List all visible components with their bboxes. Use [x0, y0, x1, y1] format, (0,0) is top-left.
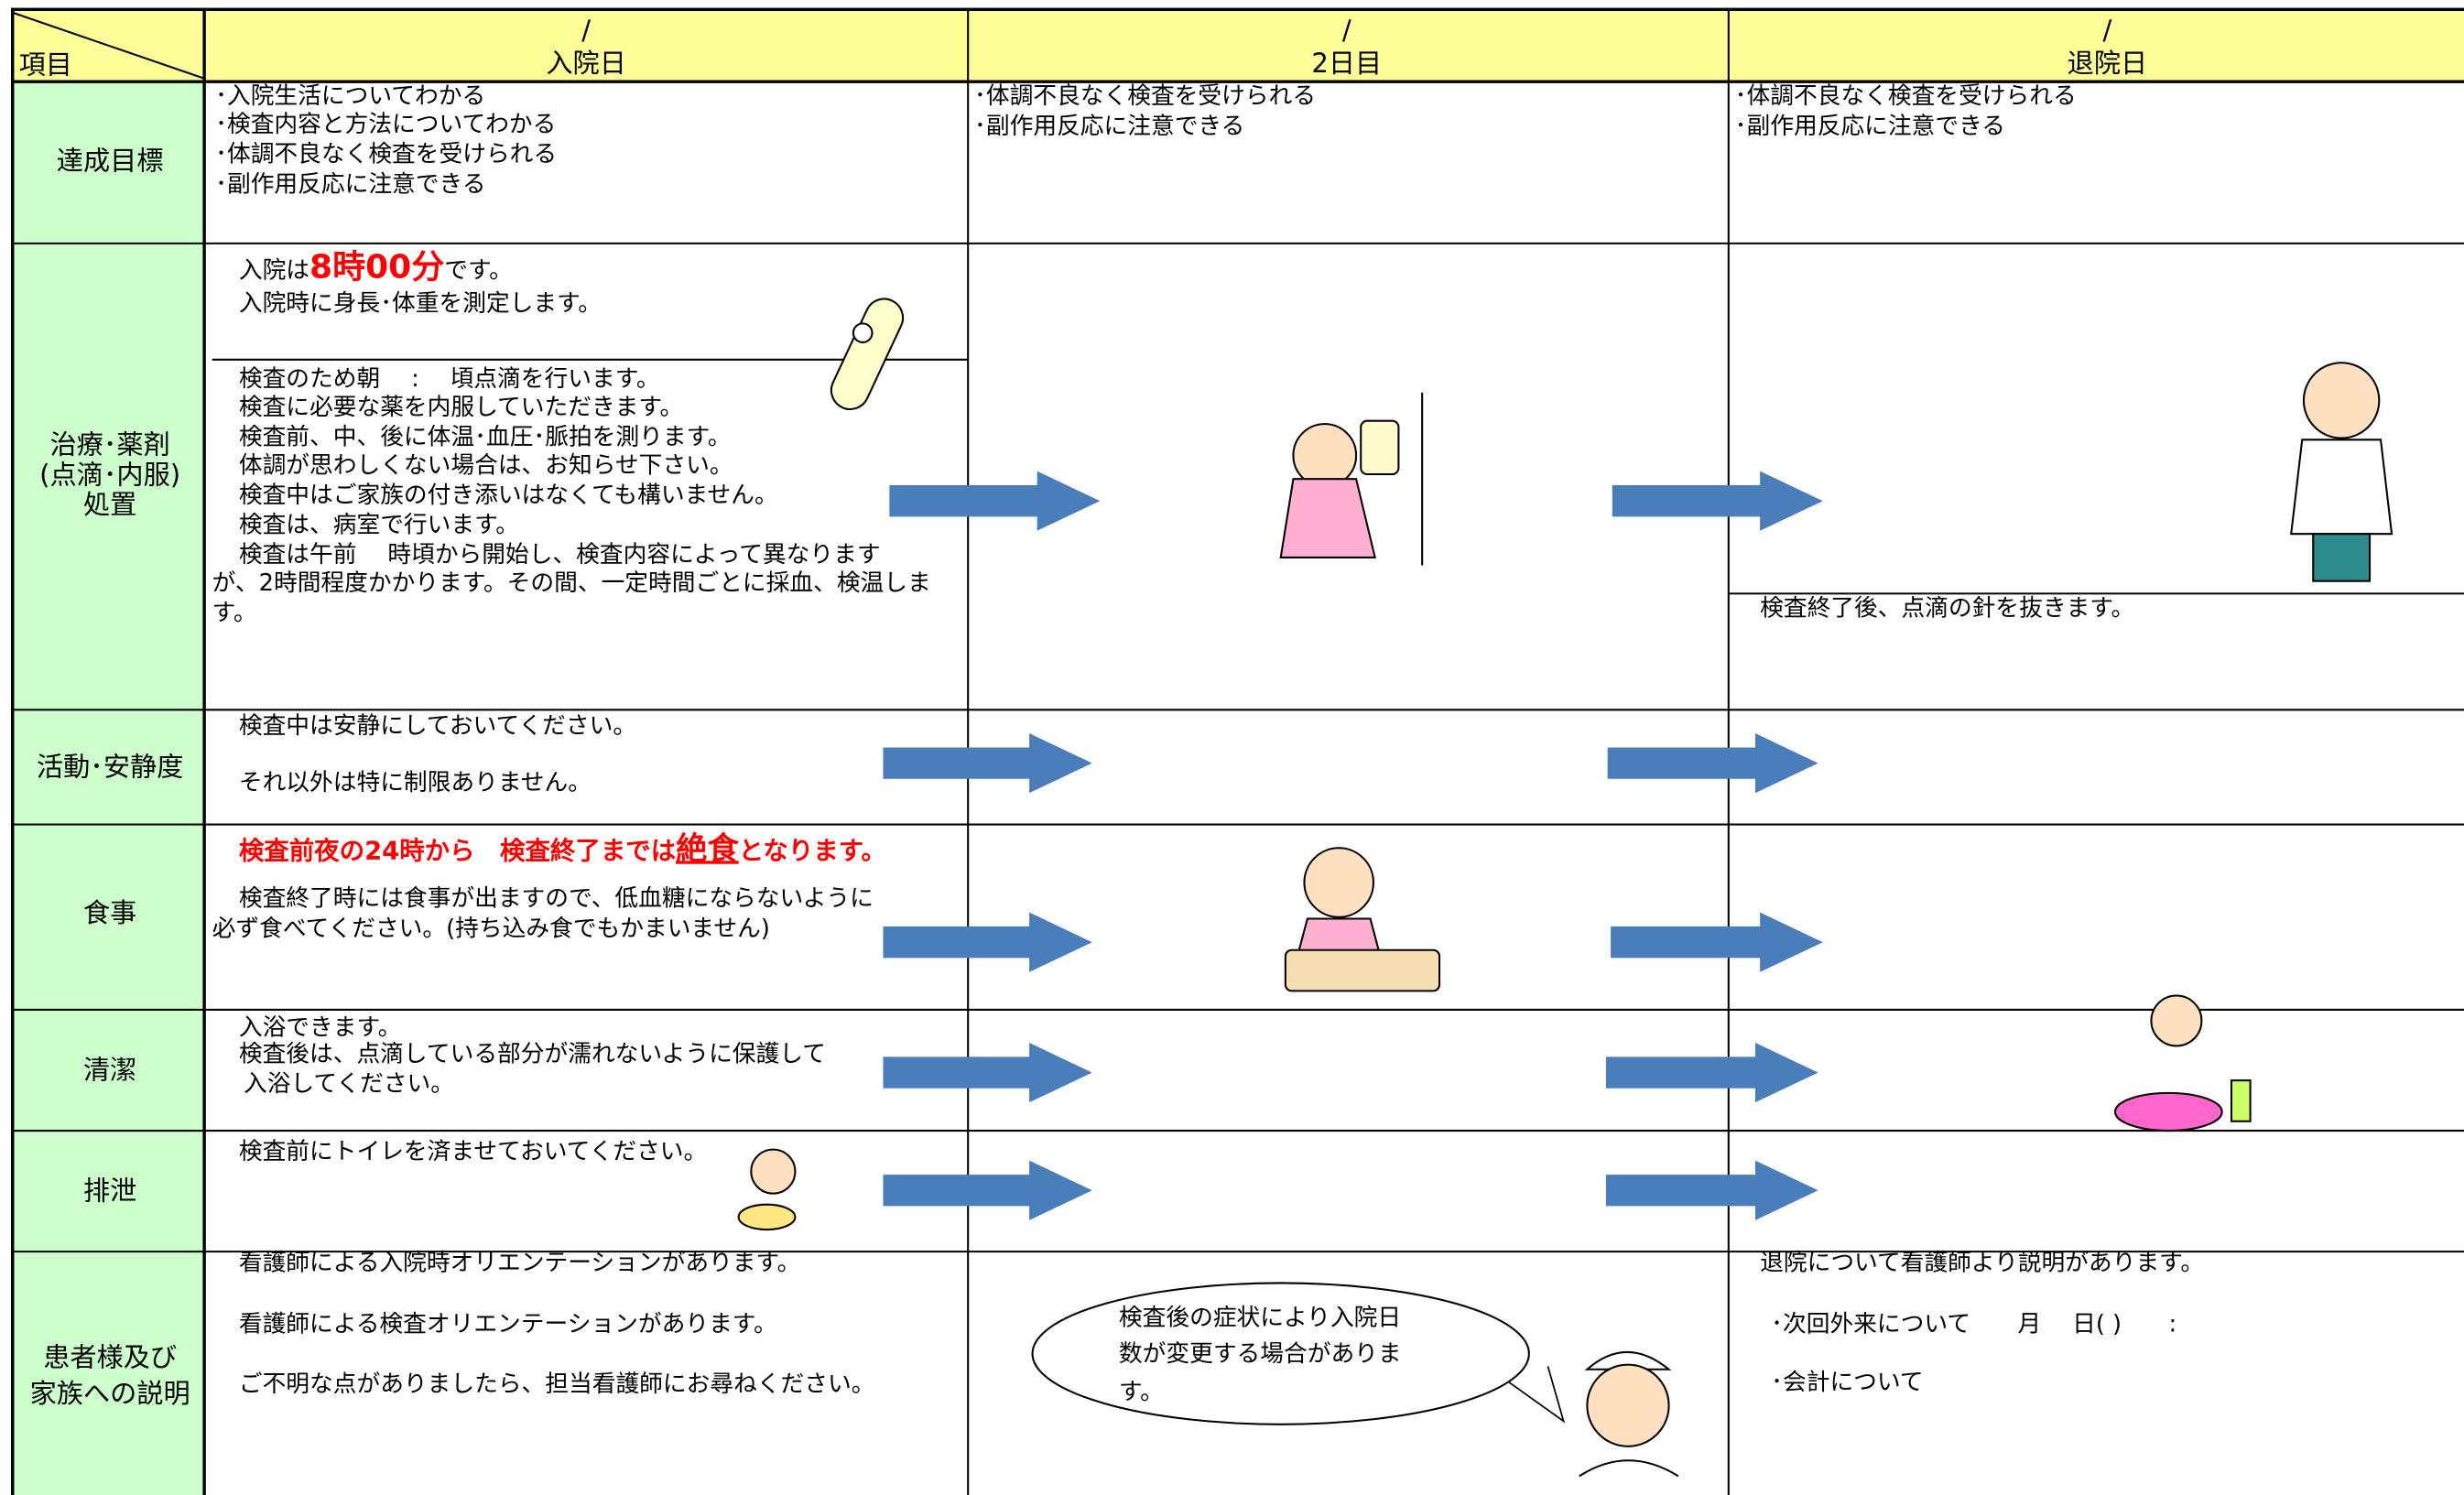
cell-text: ･入院生活についてわかる: [215, 82, 485, 110]
child-toilet-illustration: [737, 1148, 797, 1231]
cell-text: ･次回外来について 月 日( ) :: [1771, 1311, 2176, 1338]
cell-text: ･体調不良なく検査を受けられる: [974, 82, 1316, 110]
cell-text: 検査は、病室で行います。: [239, 512, 519, 539]
cell-text: 必ず食べてください。(持ち込み食でもかまいません): [212, 915, 770, 942]
cell-text: 検査前にトイレを済ませておいてください。: [239, 1138, 707, 1165]
column-date: /: [1342, 15, 1351, 46]
cell-text: 入院は8時00分です。: [239, 249, 513, 287]
texts: 項目/入院日/2日目/退院日達成目標治療･薬剤(点滴･内服)処置活動･安静度食事…: [19, 15, 2204, 1409]
cell-text: ･体調不良なく検査を受けられる: [215, 141, 557, 168]
row-label: 家族への説明: [30, 1378, 190, 1409]
cell-text: 数が変更する場合がありま: [1119, 1340, 1402, 1368]
row-label: 食事: [83, 897, 136, 928]
cell-text: ･体調不良なく検査を受けられる: [1735, 82, 2077, 110]
arrows: [883, 471, 1823, 1220]
cell-text: 検査後の症状により入院日: [1119, 1305, 1401, 1332]
cell-text: 検査のため朝 : 頃点滴を行います。: [239, 365, 660, 393]
cell-text: 検査中はご家族の付き添いはなくても構いません。: [239, 482, 778, 509]
flow-arrow: [1605, 1160, 1818, 1220]
row-label: 活動･安静度: [37, 751, 183, 782]
bubble-tail: [1508, 1366, 1566, 1424]
nurse-face-illustration: [1579, 1351, 1679, 1478]
cell-text: 検査前、中、後に体温･血圧･脈拍を測ります。: [239, 423, 732, 450]
doctor-illustration: [2290, 362, 2393, 582]
row-label: 処置: [83, 489, 136, 520]
speech-bubble: [1031, 1282, 1530, 1425]
cell-text: ご不明な点がありましたら、担当看護師にお尋ねください。: [239, 1370, 875, 1398]
cell-text: 検査終了時には食事が出ますので、低血糖にならないように: [239, 885, 874, 913]
cell-text: ･検査内容と方法についてわかる: [215, 111, 556, 138]
header-background: [12, 9, 2464, 82]
cell-text: 看護師による検査オリエンテーションがあります。: [239, 1311, 777, 1338]
cell-text: ･副作用反応に注意できる: [1735, 113, 2005, 140]
cell-text: 体調が思わしくない場合は、お知らせ下さい。: [239, 451, 733, 479]
text-segment: 絶食: [676, 830, 739, 867]
cell-text: 検査後は、点滴している部分が濡れないように保護して: [239, 1041, 826, 1068]
column-label: 入院日: [546, 48, 625, 79]
cell-text: ･副作用反応に注意できる: [974, 113, 1244, 140]
flow-arrow: [1612, 471, 1823, 531]
text-segment: 入院は: [239, 257, 309, 285]
cell-text: 入浴できます。: [239, 1013, 402, 1041]
cell-text: 検査中は安静にしておいてください。: [239, 712, 636, 740]
text-segment: 検査前夜の24時から 検査終了までは: [239, 836, 676, 865]
flow-arrow: [883, 912, 1092, 972]
row-label: 患者様及び: [43, 1341, 177, 1372]
cell-text: 入浴してください。: [244, 1070, 454, 1098]
thermometer-illustration: [830, 298, 905, 410]
nurse-with-tray-illustration: [1284, 847, 1441, 992]
row-label: (点滴･内服): [39, 459, 180, 490]
cell-text: ･副作用反応に注意できる: [215, 170, 485, 198]
cell-text: が、2時間程度かかります。その間、一定時間ごとに採血、検温しま: [212, 569, 931, 597]
flow-arrow: [883, 1160, 1092, 1220]
flow-arrow: [1607, 733, 1818, 794]
cell-text: ･会計について: [1771, 1369, 1923, 1396]
cell-text: 検査前夜の24時から 検査終了までは絶食となります。: [239, 830, 886, 867]
cell-text: それ以外は特に制限ありません。: [239, 769, 592, 796]
row-label: 達成目標: [57, 145, 164, 176]
text-segment: 8時00分: [309, 249, 444, 287]
cell-text: す。: [212, 600, 257, 627]
bathing-child-illustration: [2113, 994, 2252, 1132]
cell-text: 検査に必要な薬を内服していただきます。: [239, 394, 683, 421]
flow-arrow: [1605, 1042, 1818, 1103]
column-date: /: [2103, 15, 2112, 46]
column-label: 退院日: [2068, 48, 2147, 79]
label-column-background: [12, 81, 205, 1495]
cell-text: す。: [1119, 1378, 1164, 1405]
row-label: 排泄: [83, 1175, 136, 1207]
cell-text: 退院について看護師より説明があります。: [1760, 1250, 2204, 1277]
text-segment: です。: [444, 257, 513, 285]
cell-text: 看護師による入院時オリエンテーションがあります。: [239, 1250, 801, 1277]
cell-text: 検査終了後、点滴の針を抜きます。: [1760, 594, 2134, 622]
column-date: /: [581, 15, 591, 46]
row-label: 治療･薬剤: [50, 429, 170, 460]
column-label: 2日目: [1311, 48, 1382, 79]
item-label: 項目: [19, 49, 72, 81]
nurse-with-drip-illustration: [1279, 392, 1424, 566]
flow-arrow: [1611, 912, 1823, 972]
text-segment: となります。: [739, 837, 886, 865]
flow-arrow: [883, 1042, 1092, 1103]
flow-arrow: [883, 733, 1092, 794]
flow-arrow: [889, 471, 1101, 531]
cell-text: 検査は午前 時頃から開始し、検査内容によって異なります: [239, 541, 881, 569]
row-label: 清潔: [83, 1054, 136, 1085]
cell-text: 入院時に身長･体重を測定します。: [239, 290, 602, 318]
